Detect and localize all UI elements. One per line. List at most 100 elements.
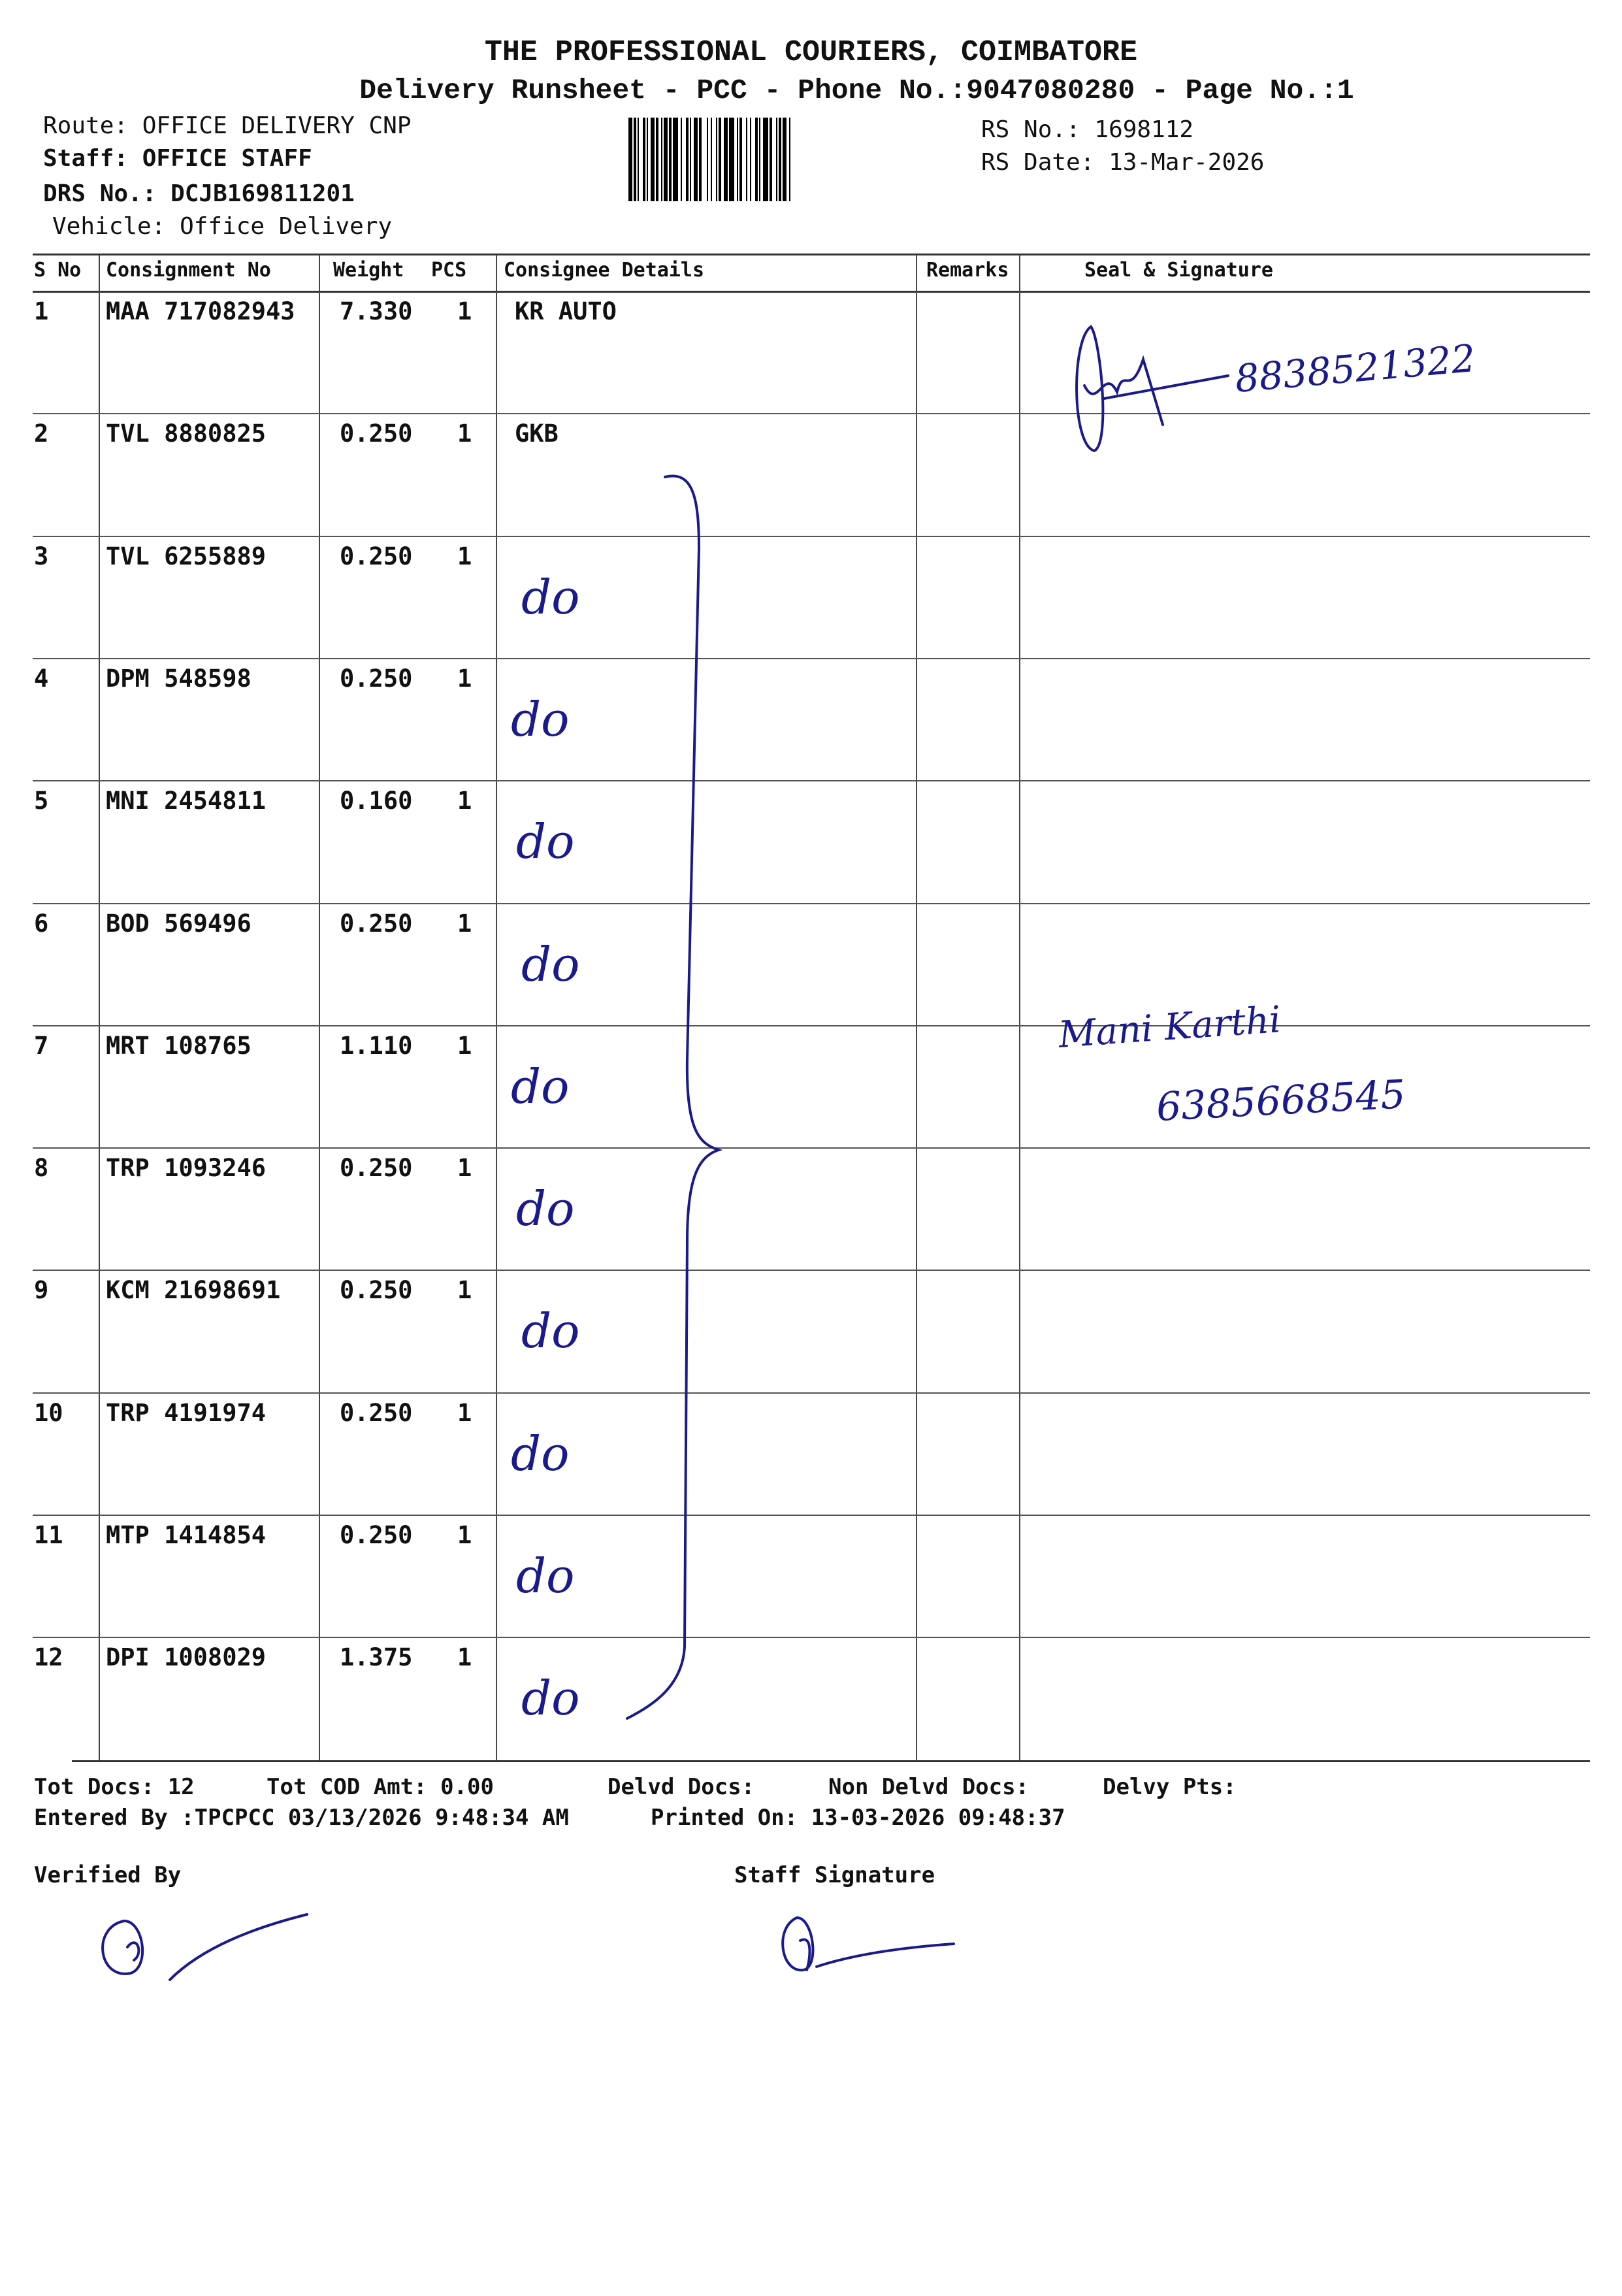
row-pcs: 1: [457, 787, 472, 815]
column-divider: [496, 255, 497, 1760]
tot-cod-amount: Tot COD Amt: 0.00: [267, 1774, 494, 1800]
row-consignment-no: TVL 8880825: [106, 419, 267, 448]
barcode-bar: [662, 118, 664, 201]
handwritten-phone-1: 8838521322: [1233, 336, 1478, 401]
barcode-bar: [790, 118, 793, 201]
row-divider: [33, 780, 1590, 782]
handwritten-ditto: do: [521, 1671, 580, 1726]
handwritten-ditto: do: [511, 691, 570, 747]
barcode-bar: [707, 118, 708, 201]
barcode-bar: [639, 118, 643, 201]
barcode-bar: [643, 118, 645, 201]
barcode-bar: [694, 118, 698, 201]
handwritten-name: Mani Karthi: [1057, 998, 1282, 1057]
row-sno: 2: [34, 419, 49, 448]
row-pcs: 1: [457, 1154, 472, 1183]
barcode-bar: [698, 118, 699, 201]
barcode-bar: [734, 118, 737, 201]
barcode-bar: [711, 118, 712, 201]
barcode-bar: [763, 118, 768, 201]
barcode-bar: [787, 118, 789, 201]
barcode-bar: [699, 118, 702, 201]
delivered-docs: Delvd Docs:: [608, 1774, 755, 1800]
row-consignment-no: BOD 569496: [106, 909, 251, 938]
table-header-border: [33, 291, 1590, 293]
handwritten-ditto: do: [511, 1058, 570, 1114]
tot-docs: Tot Docs: 12: [34, 1774, 195, 1800]
row-weight: 1.375: [340, 1643, 413, 1672]
row-pcs: 1: [457, 297, 472, 325]
column-divider: [319, 255, 320, 1760]
staff-signature-label: Staff Signature: [734, 1862, 935, 1888]
handwritten-ditto: do: [516, 1549, 575, 1603]
row-sno: 11: [34, 1521, 63, 1549]
row-consignment-no: MAA 717082943: [106, 297, 295, 325]
barcode-bar: [690, 118, 691, 201]
row-pcs: 1: [457, 664, 472, 693]
handwritten-ditto: do: [516, 814, 575, 870]
barcode-bar: [737, 118, 738, 201]
barcode-bar: [789, 118, 790, 201]
barcode-bar: [673, 118, 678, 201]
staff-label: Staff: OFFICE STAFF: [43, 145, 312, 172]
barcode-bar: [708, 118, 711, 201]
barcode-bar: [628, 118, 632, 201]
printed-on: Printed On: 13-03-2026 09:48:37: [651, 1805, 1065, 1831]
row-weight: 0.250: [340, 419, 413, 448]
row-consignment-no: TRP 4191974: [106, 1398, 267, 1427]
row-pcs: 1: [457, 542, 472, 570]
barcode-bar: [669, 118, 672, 201]
row-pcs: 1: [457, 1398, 472, 1427]
column-header-consignment: Consignment No: [106, 259, 271, 282]
barcode-bar: [658, 118, 661, 201]
barcode-bar: [738, 118, 739, 201]
barcode-bar: [755, 118, 758, 201]
barcode-bar: [751, 118, 755, 201]
row-pcs: 1: [457, 909, 472, 938]
row-consignment-no: TRP 1093246: [106, 1154, 267, 1183]
row-weight: 0.250: [340, 909, 413, 938]
route-label: Route: OFFICE DELIVERY CNP: [43, 112, 412, 139]
handwritten-ditto: do: [521, 1304, 580, 1359]
verified-by-signature: [101, 1913, 308, 1981]
table-top-border: [33, 254, 1590, 255]
barcode-bar: [750, 118, 751, 201]
row-divider: [33, 902, 1590, 904]
row-sno: 4: [34, 664, 49, 693]
row-sno: 3: [34, 542, 49, 570]
barcode-bar: [689, 118, 690, 201]
barcode-bar: [661, 118, 662, 201]
row-divider: [33, 657, 1590, 659]
row-weight: 0.250: [340, 1398, 413, 1427]
barcode-bar: [668, 118, 669, 201]
handwritten-ditto: do: [511, 1426, 570, 1481]
barcode-bar: [672, 118, 673, 201]
delivery-points: Delvy Pts:: [1103, 1774, 1237, 1800]
barcode-bar: [651, 118, 655, 201]
row-divider: [33, 413, 1590, 415]
row-weight: 0.250: [340, 1154, 413, 1183]
row-sno: 5: [34, 787, 49, 815]
row-pcs: 1: [457, 419, 472, 448]
row-sno: 8: [34, 1154, 49, 1183]
barcode-bar: [719, 118, 721, 201]
row-pcs: 1: [457, 1643, 472, 1672]
row-weight: 0.250: [340, 542, 413, 570]
barcode-bar: [648, 118, 651, 201]
company-title: THE PROFESSIONAL COURIERS, COIMBATORE: [484, 36, 1138, 69]
row-weight: 0.250: [340, 1521, 413, 1549]
barcode-bar: [691, 118, 694, 201]
column-header-pcs: PCS: [431, 259, 467, 282]
row-weight: 0.250: [340, 664, 413, 693]
barcode-bar: [655, 118, 656, 201]
barcode-bar: [664, 118, 668, 201]
row-weight: 0.160: [340, 787, 413, 815]
column-divider: [99, 255, 100, 1760]
row-divider: [33, 1392, 1590, 1394]
barcode-bar: [638, 118, 639, 201]
column-header-remarks: Remarks: [926, 259, 1009, 282]
verified-by-label: Verified By: [34, 1862, 182, 1888]
row-divider: [33, 535, 1590, 537]
column-header-consignee: Consignee Details: [504, 259, 705, 282]
handwritten-signature-1: [1075, 325, 1229, 453]
